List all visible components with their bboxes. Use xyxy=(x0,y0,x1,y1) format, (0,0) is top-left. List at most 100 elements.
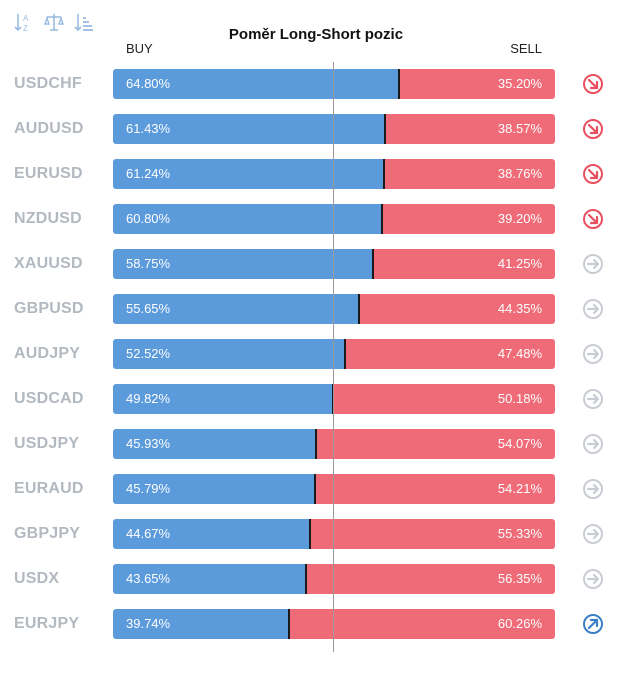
buy-percent-label: 45.93% xyxy=(126,436,171,451)
pair-row[interactable]: USDJPY 45.93% 54.07% xyxy=(0,429,632,459)
sell-bar xyxy=(333,384,555,414)
ratio-divider xyxy=(383,114,386,144)
sell-bar xyxy=(358,294,555,324)
buy-bar xyxy=(113,474,316,504)
ratio-bar: 44.67% 55.33% xyxy=(113,519,555,549)
pair-row[interactable]: EURJPY 39.74% 60.26% xyxy=(0,609,632,639)
buy-percent-label: 61.24% xyxy=(126,166,171,181)
sell-percent-label: 44.35% xyxy=(497,301,542,316)
sell-percent-label: 56.35% xyxy=(497,571,542,586)
pair-row[interactable]: EURAUD 45.79% 54.21% xyxy=(0,474,632,504)
balance-scale-icon[interactable] xyxy=(44,10,64,34)
pair-symbol: USDJPY xyxy=(14,435,80,452)
pair-row[interactable]: NZDUSD 60.80% 39.20% xyxy=(0,204,632,234)
pair-row[interactable]: USDX 43.65% 56.35% xyxy=(0,564,632,594)
toolbar: A Z xyxy=(14,10,94,34)
sell-bar xyxy=(372,249,555,279)
buy-bar xyxy=(113,429,316,459)
pair-symbol: USDCHF xyxy=(14,75,82,92)
trend-neutral-icon[interactable] xyxy=(582,298,604,320)
ratio-divider xyxy=(315,429,317,459)
buy-percent-label: 43.65% xyxy=(126,571,171,586)
ratio-divider xyxy=(398,69,401,99)
pair-symbol: EURUSD xyxy=(14,165,83,182)
buy-bar xyxy=(113,294,359,324)
pair-symbol: GBPUSD xyxy=(14,300,84,317)
pair-row[interactable]: XAUUSD 58.75% 41.25% xyxy=(0,249,632,279)
sell-bar xyxy=(345,339,555,369)
ratio-divider xyxy=(382,159,385,189)
ratio-bar: 64.80% 35.20% xyxy=(113,69,555,99)
chart-title: Poměr Long-Short pozic xyxy=(228,26,404,43)
sell-bar xyxy=(399,69,555,99)
pair-symbol: XAUUSD xyxy=(14,255,83,272)
ratio-bar: 45.93% 54.07% xyxy=(113,429,555,459)
pair-symbol: USDCAD xyxy=(14,390,84,407)
buy-bar xyxy=(113,159,384,189)
trend-neutral-icon[interactable] xyxy=(582,478,604,500)
pair-symbol: EURAUD xyxy=(14,480,84,497)
ratio-divider xyxy=(371,249,374,279)
buy-percent-label: 45.79% xyxy=(126,481,171,496)
trend-up-icon[interactable] xyxy=(582,613,604,635)
buy-percent-label: 44.67% xyxy=(126,526,171,541)
svg-text:A: A xyxy=(23,14,29,23)
ratio-bar: 43.65% 56.35% xyxy=(113,564,555,594)
ratio-bar: 58.75% 41.25% xyxy=(113,249,555,279)
pair-symbol: EURJPY xyxy=(14,615,80,632)
trend-neutral-icon[interactable] xyxy=(582,388,604,410)
buy-bar xyxy=(113,204,382,234)
sell-bar xyxy=(310,519,555,549)
ratio-bar: 49.82% 50.18% xyxy=(113,384,555,414)
pair-row[interactable]: EURUSD 61.24% 38.76% xyxy=(0,159,632,189)
buy-bar xyxy=(113,384,334,414)
trend-neutral-icon[interactable] xyxy=(582,343,604,365)
sell-percent-label: 55.33% xyxy=(497,526,542,541)
trend-neutral-icon[interactable] xyxy=(582,568,604,590)
buy-bar xyxy=(113,249,373,279)
sell-bar xyxy=(381,204,555,234)
buy-bar xyxy=(113,609,289,639)
buy-bar xyxy=(113,519,311,549)
ratio-bar: 52.52% 47.48% xyxy=(113,339,555,369)
buy-bar xyxy=(113,564,306,594)
sell-bar xyxy=(316,429,555,459)
sell-bar xyxy=(305,564,555,594)
pair-symbol: NZDUSD xyxy=(14,210,82,227)
buy-bar xyxy=(113,339,346,369)
trend-down-icon[interactable] xyxy=(582,73,604,95)
trend-down-icon[interactable] xyxy=(582,208,604,230)
sell-bar xyxy=(383,159,555,189)
ratio-divider xyxy=(314,474,317,504)
ratio-bar: 60.80% 39.20% xyxy=(113,204,555,234)
buy-percent-label: 55.65% xyxy=(126,301,171,316)
sell-column-label: SELL xyxy=(510,41,542,56)
trend-neutral-icon[interactable] xyxy=(582,433,604,455)
pair-row[interactable]: USDCAD 49.82% 50.18% xyxy=(0,384,632,414)
sort-alpha-icon[interactable]: A Z xyxy=(14,10,34,34)
pair-row[interactable]: GBPJPY 44.67% 55.33% xyxy=(0,519,632,549)
sell-percent-label: 39.20% xyxy=(497,211,542,226)
pair-row[interactable]: AUDJPY 52.52% 47.48% xyxy=(0,339,632,369)
trend-neutral-icon[interactable] xyxy=(582,523,604,545)
sell-percent-label: 47.48% xyxy=(497,346,542,361)
ratio-divider xyxy=(287,609,290,639)
sort-amount-icon[interactable] xyxy=(74,10,94,34)
buy-percent-label: 39.74% xyxy=(126,616,171,631)
buy-percent-label: 52.52% xyxy=(126,346,171,361)
pair-row[interactable]: USDCHF 64.80% 35.20% xyxy=(0,69,632,99)
pair-row[interactable]: AUDUSD 61.43% 38.57% xyxy=(0,114,632,144)
trend-down-icon[interactable] xyxy=(582,118,604,140)
trend-neutral-icon[interactable] xyxy=(582,253,604,275)
fifty-percent-line xyxy=(333,62,334,652)
ratio-bar: 55.65% 44.35% xyxy=(113,294,555,324)
trend-down-icon[interactable] xyxy=(582,163,604,185)
sell-percent-label: 50.18% xyxy=(497,391,542,406)
ratio-bar: 61.43% 38.57% xyxy=(113,114,555,144)
buy-column-label: BUY xyxy=(126,41,153,56)
sell-bar xyxy=(315,474,555,504)
ratio-bar: 61.24% 38.76% xyxy=(113,159,555,189)
pair-row[interactable]: GBPUSD 55.65% 44.35% xyxy=(0,294,632,324)
ratio-divider xyxy=(357,294,360,324)
buy-percent-label: 58.75% xyxy=(126,256,171,271)
